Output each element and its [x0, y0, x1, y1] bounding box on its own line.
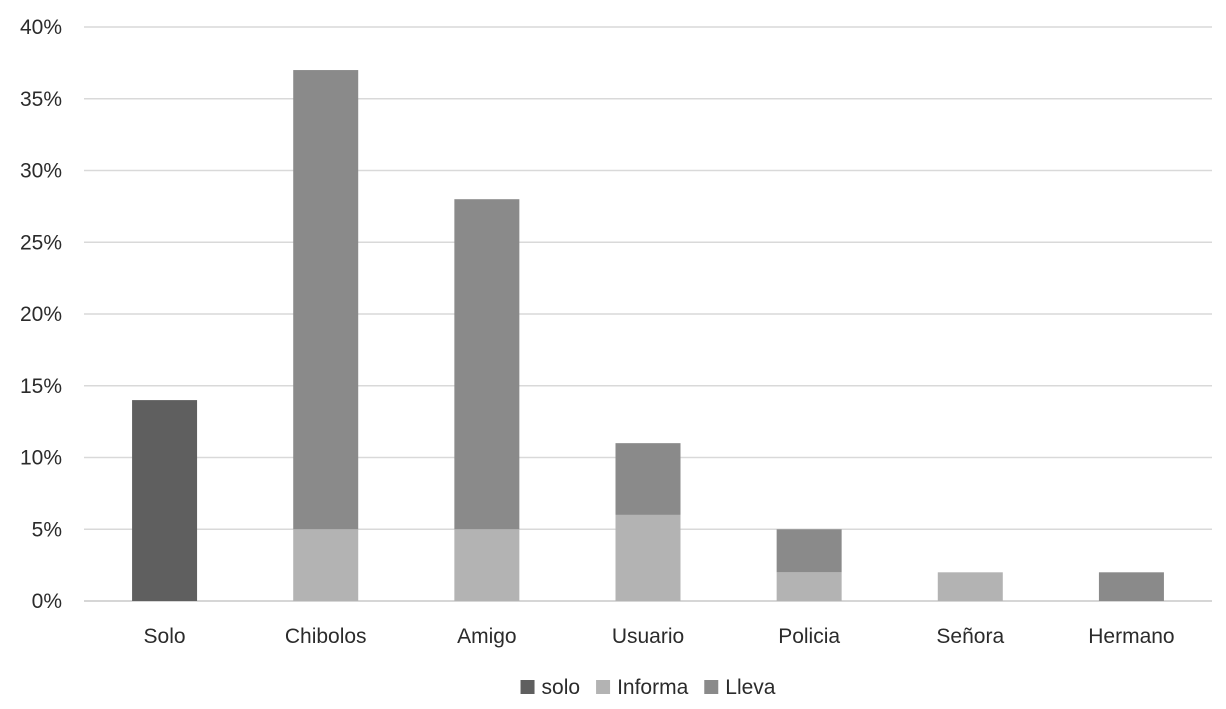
x-category-label: Hermano: [1088, 625, 1174, 648]
legend-label: Informa: [617, 676, 689, 699]
y-axis-tick-labels: 0% 5% 10% 15% 20% 25% 30% 35% 40%: [20, 16, 62, 613]
x-category-label: Usuario: [612, 625, 684, 648]
bar-segment-lleva-amigo: [454, 199, 520, 530]
bar-segment-informa-usuario: [615, 514, 681, 601]
bar-segment-lleva-chibolos: [293, 70, 359, 530]
bar-segment-informa-policia: [776, 572, 842, 601]
bar-segment-lleva-usuario: [615, 443, 681, 515]
y-tick-label: 40%: [20, 16, 62, 39]
gridlines: [84, 26, 1212, 602]
x-category-label: Solo: [144, 625, 186, 648]
y-tick-label: 30%: [20, 160, 62, 183]
bar-segment-lleva-hermano: [1098, 572, 1164, 601]
legend-swatch-informa: [596, 680, 611, 694]
bar-segment-solo-solo: [132, 400, 198, 601]
y-tick-label: 5%: [32, 518, 62, 541]
y-tick-label: 20%: [20, 303, 62, 326]
x-category-label: Señora: [936, 625, 1004, 648]
x-axis-category-labels: Solo Chibolos Amigo Usuario Policia Señora Her…: [144, 625, 1175, 648]
y-tick-label: 0%: [32, 590, 62, 613]
y-tick-label: 15%: [20, 375, 62, 398]
bar-segment-informa-chibolos: [293, 529, 359, 601]
y-tick-label: 10%: [20, 447, 62, 470]
legend-swatch-lleva: [704, 680, 719, 694]
legend: solo Informa Lleva: [520, 676, 776, 699]
x-category-label: Amigo: [457, 625, 517, 648]
bar-segment-informa-señora: [937, 572, 1003, 601]
x-category-label: Policia: [778, 625, 840, 648]
y-tick-label: 35%: [20, 88, 62, 111]
bar-segment-lleva-policia: [776, 529, 842, 573]
legend-swatch-solo: [520, 680, 535, 694]
y-tick-label: 25%: [20, 231, 62, 254]
legend-label: Lleva: [725, 676, 776, 699]
x-category-label: Chibolos: [285, 625, 367, 648]
bars: [132, 70, 1164, 601]
legend-label: solo: [542, 676, 581, 699]
bar-segment-informa-amigo: [454, 529, 520, 601]
